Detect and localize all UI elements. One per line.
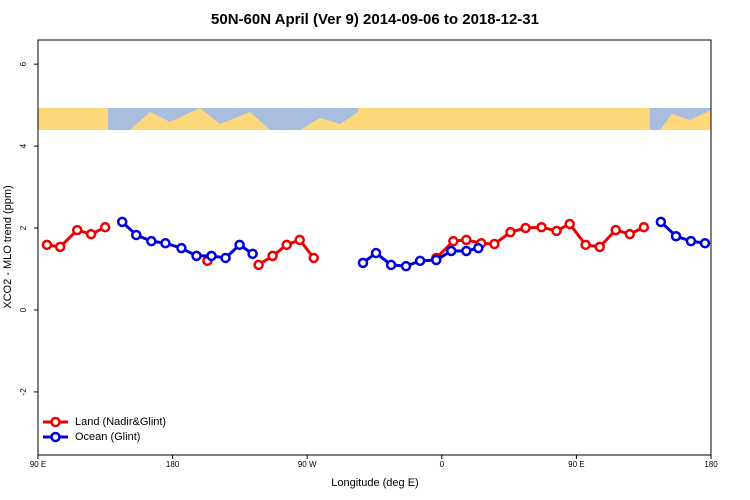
data-point <box>685 235 697 247</box>
data-point <box>551 225 562 237</box>
data-point <box>308 252 320 264</box>
data-point <box>445 245 457 257</box>
data-point <box>370 247 382 259</box>
data-point <box>414 255 426 267</box>
data-point <box>461 234 472 246</box>
data-point <box>505 226 516 238</box>
data-point <box>489 238 500 250</box>
x-tick-label: 90 W <box>298 460 317 469</box>
data-point <box>400 260 412 272</box>
data-point <box>160 237 171 249</box>
data-point <box>234 239 245 251</box>
data-point <box>41 239 53 251</box>
data-point <box>580 239 591 251</box>
data-point <box>431 254 442 266</box>
series-line <box>121 220 254 260</box>
plot-frame <box>37 39 712 456</box>
data-point <box>71 224 83 236</box>
x-tick-label: 90 E <box>30 460 46 469</box>
data-point <box>116 216 128 228</box>
data-point <box>536 221 547 233</box>
data-point <box>54 241 66 253</box>
data-point <box>99 221 111 233</box>
data-point <box>357 257 369 269</box>
data-point <box>448 235 459 247</box>
y-tick-label: 2 <box>19 225 28 230</box>
x-tick-label: 90 E <box>568 460 584 469</box>
data-point <box>461 245 472 257</box>
map-band <box>38 108 711 130</box>
data-point <box>176 242 187 254</box>
y-tick-label: 6 <box>19 61 28 66</box>
data-point <box>610 224 621 236</box>
data-point <box>247 248 258 260</box>
y-tick-label: 4 <box>19 143 28 148</box>
data-point <box>206 250 217 262</box>
data-point <box>281 239 292 251</box>
data-point <box>564 218 575 230</box>
data-point <box>146 235 157 247</box>
legend-marker <box>50 416 61 428</box>
data-point <box>267 250 278 262</box>
y-tick-label: -2 <box>19 388 28 396</box>
data-point <box>594 241 605 253</box>
data-point <box>131 229 142 241</box>
x-tick-label: 180 <box>704 460 718 469</box>
legend-label: Ocean (Glint) <box>75 431 140 443</box>
x-axis-label: Longitude (deg E) <box>331 477 418 489</box>
x-tick-label: 0 <box>440 460 445 469</box>
data-point <box>655 216 667 228</box>
data-point <box>294 234 305 246</box>
y-axis-label: XCO2 - MLO trend (ppm) <box>2 185 14 308</box>
x-tick-label: 180 <box>166 460 180 469</box>
data-point <box>253 259 264 271</box>
data-point <box>670 230 682 242</box>
data-point <box>385 259 397 271</box>
data-point <box>473 242 484 254</box>
data-point <box>699 237 711 249</box>
data-point <box>638 221 650 233</box>
data-point <box>220 252 231 264</box>
legend-label: Land (Nadir&Glint) <box>75 416 166 428</box>
data-point <box>85 228 97 240</box>
legend-marker <box>50 431 61 443</box>
chart-title: 50N-60N April (Ver 9) 2014-09-06 to 2018… <box>211 11 539 28</box>
y-tick-label: 0 <box>19 307 28 312</box>
data-point <box>191 250 202 262</box>
data-point <box>520 222 531 234</box>
series-line <box>659 220 706 245</box>
data-point <box>624 228 636 240</box>
